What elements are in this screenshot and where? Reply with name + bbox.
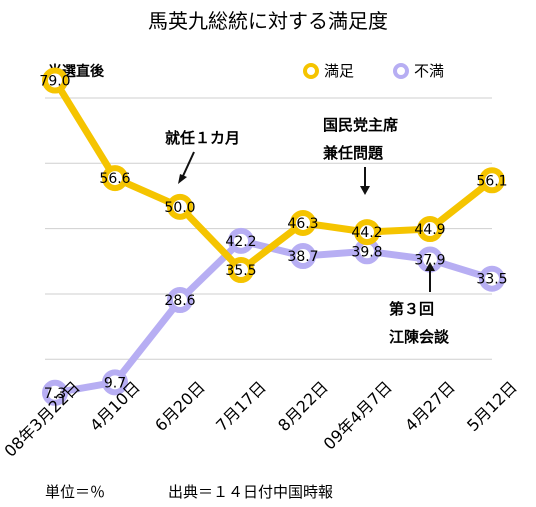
x-tick-label: 6月20日 xyxy=(151,377,209,435)
x-tick-label: 4月27日 xyxy=(401,377,459,435)
legend-label-dissatisfied: 不満 xyxy=(414,62,444,80)
data-label-dissatisfied: 33.5 xyxy=(476,272,507,288)
x-tick-label: 09年4月7日 xyxy=(320,377,396,453)
annotation-inauguration: 就任１カ月 xyxy=(165,129,240,184)
unit-note: 単位＝％ xyxy=(45,483,105,501)
data-point-dissatisfied xyxy=(167,287,193,314)
x-tick-label: 5月12日 xyxy=(463,377,521,435)
data-label-satisfied: 56.6 xyxy=(99,171,130,187)
data-label-dissatisfied: 7.3 xyxy=(44,386,66,402)
annotation-party-chair-text-line2: 兼任問題 xyxy=(323,144,384,162)
data-point-dissatisfied xyxy=(290,243,316,270)
data-point-dissatisfied xyxy=(42,379,68,406)
x-tick-label: 08年3月22日 xyxy=(0,377,83,460)
data-point-dissatisfied xyxy=(228,227,254,254)
annotation-inauguration-arrowhead xyxy=(178,174,187,184)
data-label-dissatisfied: 37.9 xyxy=(414,253,445,269)
legend-marker-dissatisfied xyxy=(393,63,409,79)
source-note: 出典＝１４日付中国時報 xyxy=(168,483,333,501)
annotation-inauguration-text: 就任１カ月 xyxy=(165,129,240,147)
annotation-party-chair-arrowhead xyxy=(360,186,370,195)
data-label-dissatisfied: 28.6 xyxy=(164,293,195,309)
annotation-third-talks-text-line1: 第３回 xyxy=(389,300,434,318)
data-label-satisfied: 56.1 xyxy=(476,173,507,189)
annotation-third-talks: 第３回 江陳会談 xyxy=(389,262,450,346)
data-label-satisfied: 46.3 xyxy=(287,216,318,232)
data-label-dissatisfied: 42.2 xyxy=(225,234,256,250)
data-labels: 79.0 56.6 50.0 35.5 46.3 44.2 44.9 56.1 7.3 9.7 28… xyxy=(39,74,507,402)
chart-title: 馬英九総統に対する満足度 xyxy=(148,9,388,33)
data-point-satisfied xyxy=(417,216,443,243)
annotation-party-chair-text-line1: 国民党主席 xyxy=(323,116,398,134)
data-point-satisfied xyxy=(290,209,316,236)
legend-marker-satisfied xyxy=(303,63,319,79)
annotation-inauguration-arrow xyxy=(182,151,195,177)
data-point-dissatisfied xyxy=(479,265,505,292)
data-point-satisfied xyxy=(479,167,505,194)
data-point-satisfied xyxy=(228,256,254,283)
data-point-dissatisfied xyxy=(102,369,128,396)
annotation-third-talks-arrowhead xyxy=(425,262,435,271)
data-label-satisfied: 50.0 xyxy=(164,200,195,216)
data-label-dissatisfied: 9.7 xyxy=(104,375,126,391)
legend-label-satisfied: 満足 xyxy=(324,62,354,80)
x-tick-label: 8月22日 xyxy=(274,377,332,435)
legend: 満足 不満 xyxy=(303,62,444,80)
data-label-satisfied: 79.0 xyxy=(39,74,70,90)
series-layer xyxy=(42,67,505,406)
data-point-satisfied xyxy=(42,67,68,94)
data-label-satisfied: 44.9 xyxy=(414,222,445,238)
data-label-dissatisfied: 39.8 xyxy=(351,244,382,260)
data-label-satisfied: 35.5 xyxy=(225,263,256,279)
data-label-dissatisfied: 38.7 xyxy=(287,249,318,265)
data-point-satisfied xyxy=(354,219,380,246)
data-point-satisfied xyxy=(167,193,193,220)
data-label-satisfied: 44.2 xyxy=(351,225,382,241)
x-tick-label: 7月17日 xyxy=(212,377,270,435)
annotation-third-talks-text-line2: 江陳会談 xyxy=(389,328,450,346)
annotation-party-chair: 国民党主席 兼任問題 xyxy=(323,116,398,195)
data-point-satisfied xyxy=(102,165,128,192)
